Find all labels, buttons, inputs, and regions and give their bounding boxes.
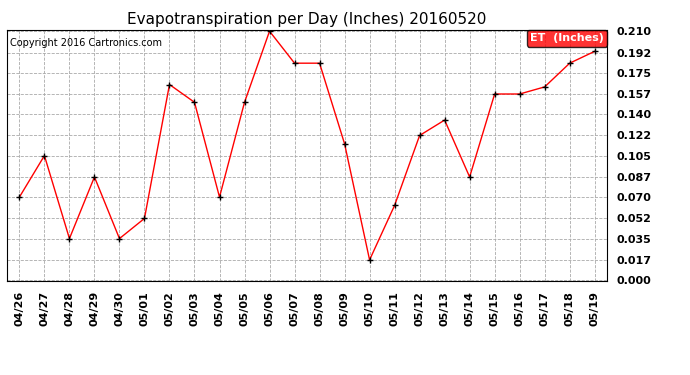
Text: Copyright 2016 Cartronics.com: Copyright 2016 Cartronics.com xyxy=(10,38,162,48)
Legend: ET  (Inches): ET (Inches) xyxy=(526,30,607,46)
Title: Evapotranspiration per Day (Inches) 20160520: Evapotranspiration per Day (Inches) 2016… xyxy=(128,12,486,27)
